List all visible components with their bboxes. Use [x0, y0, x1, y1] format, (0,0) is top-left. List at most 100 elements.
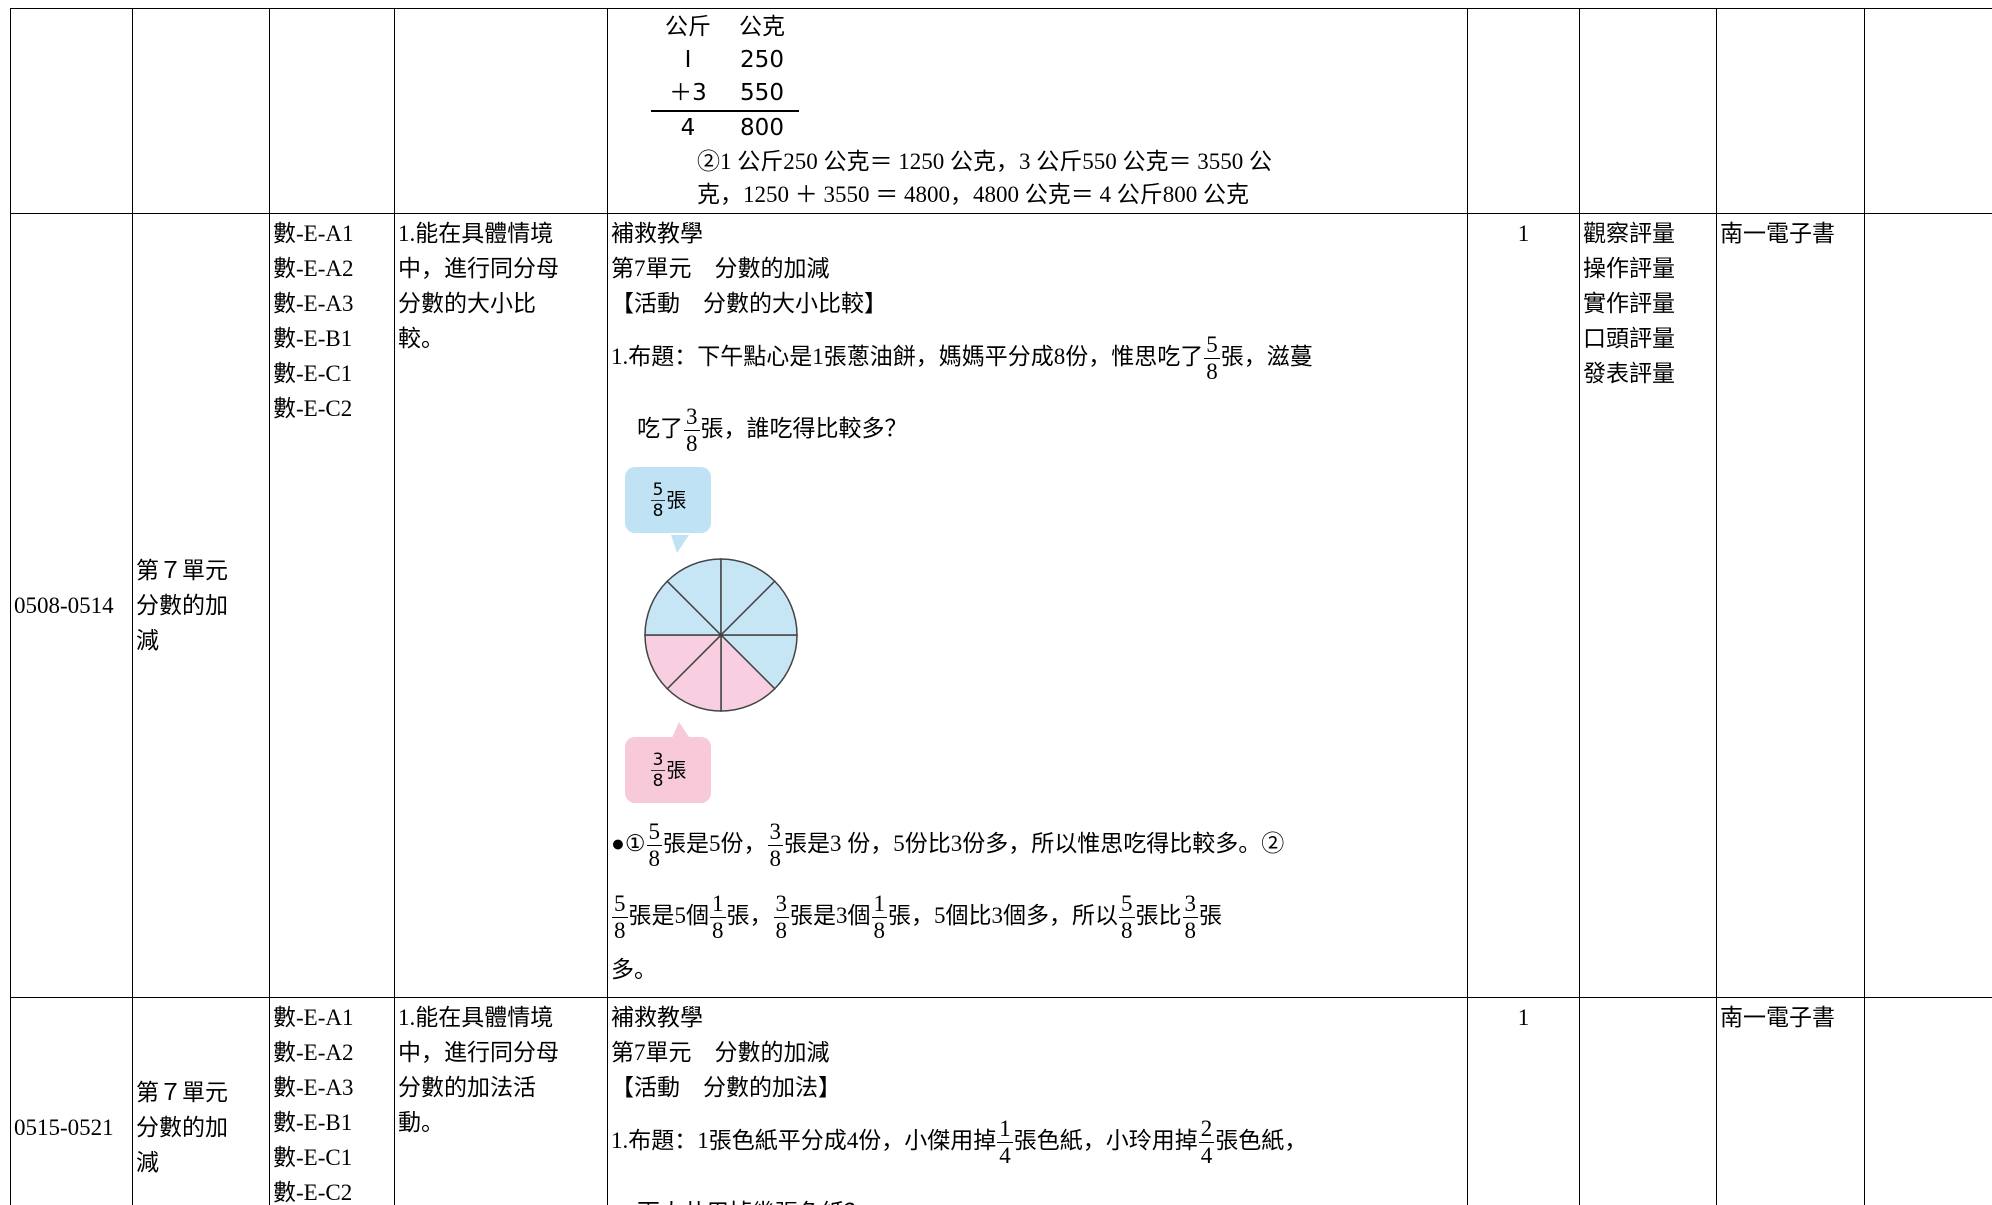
- numerator: 5: [1119, 891, 1135, 919]
- denominator: 8: [1206, 359, 1218, 385]
- problem-line: 吃了 3 8 張，誰吃得比較多？: [611, 393, 1464, 465]
- denominator: 8: [652, 500, 664, 521]
- resource: 南一電子書: [1720, 221, 1835, 246]
- code: 數-E-C2: [273, 1180, 353, 1205]
- assessment-line: 實作評量: [1583, 291, 1675, 316]
- answer-line: 多。: [611, 952, 1464, 987]
- calc-row: 4 800: [651, 111, 799, 145]
- assessment-cell: [1579, 997, 1717, 1205]
- content-cell: 補救教學 第7單元 分數的加減 【活動 分數的大小比較】 1.布題：下午點心是1張蔥油…: [607, 213, 1468, 998]
- text: 多。: [611, 957, 657, 982]
- code: 數-E-A2: [273, 256, 354, 281]
- numerator: 3: [650, 749, 666, 771]
- code: 數-E-A2: [273, 1040, 354, 1065]
- code: 數-E-C1: [273, 1145, 353, 1170]
- objective-line: 中，進行同分母: [398, 1040, 559, 1065]
- table-row: 0508-0514 第７單元 分數的加減數-E-A1 數-E-A2 數-E-A3 數-E-…: [10, 213, 1992, 998]
- text: 張是3 份，5份比3份多，所以惟思吃得比較多。②: [784, 831, 1285, 856]
- code: 數-E-C1: [273, 361, 353, 386]
- denominator: 8: [712, 918, 724, 944]
- text: 張是3個: [790, 903, 871, 928]
- week-cell: [10, 8, 133, 214]
- unit-line: 第７單元: [136, 558, 228, 583]
- lesson-table: 公斤 公克 I 250 ＋3 550 4 800 ②1 公斤250 公克＝ 1250 公克，3 …: [10, 8, 1992, 1205]
- assessment-line: 口頭評量: [1583, 326, 1675, 351]
- denominator: 8: [775, 918, 788, 944]
- note-line: 克，1250 ＋ 3550 ＝ 4800，4800 公克＝ 4 公斤800 公克: [697, 182, 1249, 207]
- calc-cell: 550: [725, 77, 799, 112]
- numerator: 5: [646, 819, 663, 847]
- objective-line: 1.能在具體情境: [398, 221, 554, 246]
- calc-row: I 250: [651, 44, 799, 77]
- code-cell: [269, 8, 395, 214]
- text: ●①: [611, 831, 646, 856]
- hours: 1: [1517, 221, 1530, 246]
- empty-cell: [1864, 213, 1992, 998]
- week: 0515-0521: [14, 1115, 114, 1140]
- pie-figure: [644, 535, 798, 740]
- unit-line: 分數的加: [136, 1115, 228, 1140]
- week: 0508-0514: [14, 593, 114, 618]
- pie-slice: [720, 558, 776, 637]
- objective-line: 較。: [398, 326, 444, 351]
- assessment-cell: [1579, 8, 1717, 214]
- objective-line: 中，進行同分母: [398, 256, 559, 281]
- problem-line: 1.布題：1張色紙平分成4份，小傑用掉 1 4 張色紙，小玲用掉 2 4 張色紙，: [611, 1105, 1464, 1177]
- calc-header: 公克: [739, 14, 785, 40]
- objective-line: 動。: [398, 1110, 444, 1135]
- objective-cell: 1.能在具體情境 中，進行同分母 分數的加法活 動。: [394, 997, 608, 1205]
- numerator: 2: [1198, 1116, 1215, 1144]
- calc-header: 公斤: [665, 14, 711, 40]
- hours-cell: 1: [1467, 997, 1580, 1205]
- numerator: 5: [612, 891, 628, 919]
- bubble-tail: [671, 535, 689, 553]
- denominator: 8: [873, 918, 886, 944]
- text: 吃了: [637, 416, 683, 441]
- objective-cell: 1.能在具體情境 中，進行同分母 分數的大小比 較。: [394, 213, 608, 998]
- code: 數-E-C2: [273, 396, 353, 421]
- text: 1.布題：下午點心是1張蔥油餅，媽媽平分成8份，惟思吃了: [611, 344, 1204, 369]
- content-cell: 補救教學 第7單元 分數的加減 【活動 分數的加法】 1.布題：1張色紙平分成4份，小…: [607, 997, 1468, 1205]
- denominator: 8: [769, 846, 782, 872]
- numerator: 3: [773, 891, 789, 919]
- code: 數-E-B1: [273, 1110, 353, 1135]
- code: 數-E-B1: [273, 326, 353, 351]
- answer-line: ●① 5 8 張是5份， 3 8 張是3 份，5份比3份多，所以惟思吃得比較多。②: [611, 808, 1464, 880]
- text: 1.布題：1張色紙平分成4份，小傑用掉: [611, 1128, 997, 1153]
- pie-slice: [644, 634, 723, 690]
- hours: 1: [1517, 1005, 1530, 1030]
- code: 數-E-A1: [273, 221, 354, 246]
- intro-line: 補救教學: [611, 221, 703, 246]
- code-cell: 數-E-A1 數-E-A2 數-E-A3 數-E-B1 數-E-C1 數-E-C2: [269, 213, 395, 998]
- text: 張色紙，小玲用掉: [1013, 1128, 1198, 1153]
- calc-table: 公斤 公克 I 250 ＋3 550 4 800: [651, 11, 799, 145]
- unit-cell: [132, 8, 270, 214]
- resource: 南一電子書: [1720, 1005, 1835, 1030]
- intro-line: 【活動 分數的加法】: [611, 1075, 841, 1100]
- hours-cell: 1: [1467, 213, 1580, 998]
- unit-line: 減: [136, 628, 159, 653]
- assessment-line: 操作評量: [1583, 256, 1675, 281]
- numerator: 3: [684, 404, 700, 432]
- resource-cell: 南一電子書: [1716, 997, 1865, 1205]
- unit-line: 減: [136, 1150, 159, 1175]
- text: 張: [1199, 903, 1222, 928]
- assessment-cell: 觀察評量 操作評量 實作評量 口頭評量 發表評量: [1579, 213, 1717, 998]
- problem-line: 1.布題：下午點心是1張蔥油餅，媽媽平分成8份，惟思吃了 5 8 張，滋蔓: [611, 321, 1464, 393]
- text: 張比: [1135, 903, 1182, 928]
- empty-cell: [1864, 8, 1992, 214]
- numerator: 1: [997, 1116, 1013, 1144]
- text: 張色紙，: [1215, 1128, 1308, 1153]
- numerator: 3: [767, 819, 784, 847]
- assessment-line: 發表評量: [1583, 361, 1675, 386]
